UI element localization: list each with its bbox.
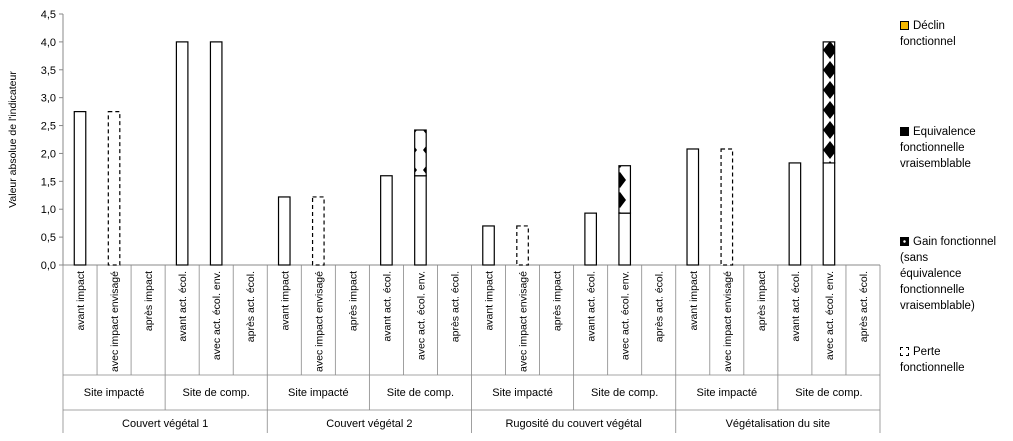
y-tick-label: 2,0 [41, 148, 56, 160]
bar [720, 148, 734, 266]
x-tick-label: après impact [552, 271, 564, 331]
legend-key-icon [900, 237, 909, 246]
legend-item: Déclin fonctionnel [900, 18, 956, 50]
site-label: Site impacté [697, 387, 758, 399]
x-tick-label: après impact [143, 271, 155, 331]
bar [822, 162, 836, 266]
bar [414, 175, 427, 266]
legend-item: Gain fonctionnel (sans équivalence fonct… [900, 234, 996, 314]
x-tick-label: après impact [347, 271, 359, 331]
legend-item: Perte fonctionnelle [900, 344, 965, 376]
legend-label: Equivalence fonctionnelle vraisemblable [900, 126, 976, 170]
bar [311, 196, 325, 266]
site-label: Site de comp. [591, 387, 658, 399]
x-tick-label: avant impact [484, 271, 496, 331]
y-tick-label: 1,5 [41, 176, 56, 188]
legend-item: Equivalence fonctionnelle vraisemblable [900, 124, 976, 172]
bar [209, 41, 223, 266]
x-tick-label: après impact [756, 271, 768, 331]
x-tick-label: avec impact envisagé [313, 271, 325, 372]
site-label: Site de comp. [183, 387, 250, 399]
group-label: Couvert végétal 2 [326, 418, 412, 430]
legend-key-icon [900, 347, 909, 356]
x-tick-label: avant impact [75, 271, 87, 331]
bar-gain-segment [414, 129, 427, 177]
legend-label: Gain fonctionnel (sans équivalence fonct… [900, 236, 997, 312]
x-tick-label: avec impact envisagé [518, 271, 530, 372]
y-tick-label: 1,0 [41, 204, 56, 216]
bar [175, 41, 189, 266]
legend-label: Déclin fonctionnel [900, 20, 956, 48]
x-tick-label: avant impact [688, 271, 700, 331]
bar [686, 148, 700, 266]
bar [618, 212, 632, 266]
site-label: Site impacté [288, 387, 349, 399]
site-label: Site de comp. [387, 387, 454, 399]
x-tick-label: avant act. écol. [381, 271, 393, 342]
legend-label: Perte fonctionnelle [900, 346, 965, 374]
legend-key-icon [900, 127, 909, 136]
x-tick-label: après act. écol. [654, 271, 666, 342]
y-tick-label: 3,0 [41, 93, 56, 105]
bar [516, 225, 529, 266]
bar [380, 175, 393, 266]
bar [277, 196, 291, 266]
site-label: Site de comp. [795, 387, 862, 399]
group-label: Rugosité du couvert végétal [505, 418, 641, 430]
y-axis-title: Valeur absolue de l'indicateur [7, 71, 19, 208]
y-tick-label: 4,0 [41, 37, 56, 49]
y-tick-label: 2,5 [41, 121, 56, 133]
bar [107, 111, 121, 266]
x-tick-label: avant act. écol. [790, 271, 802, 342]
x-tick-label: après act. écol. [858, 271, 870, 342]
y-tick-label: 0,5 [41, 232, 56, 244]
site-label: Site impacté [492, 387, 553, 399]
bar [482, 225, 495, 266]
x-tick-label: avec act. écol. env. [620, 271, 632, 360]
bar-gain-segment [822, 41, 836, 164]
x-tick-label: avec act. écol. env. [415, 271, 427, 360]
bar [788, 162, 802, 266]
legend-key-icon [900, 21, 909, 30]
x-tick-label: avec act. écol. env. [211, 271, 223, 360]
x-tick-label: avec act. écol. env. [824, 271, 836, 360]
y-tick-label: 3,5 [41, 65, 56, 77]
x-tick-label: avant act. écol. [177, 271, 189, 342]
bar [584, 212, 597, 266]
bar [73, 111, 87, 266]
bar-gain-segment [618, 165, 632, 214]
x-tick-label: après act. écol. [449, 271, 461, 342]
y-tick-label: 4,5 [41, 9, 56, 21]
group-label: Couvert végétal 1 [122, 418, 208, 430]
x-tick-label: avec impact envisagé [109, 271, 121, 372]
y-tick-label: 0,0 [41, 260, 56, 272]
x-tick-label: avant act. écol. [586, 271, 598, 342]
x-tick-label: avec impact envisagé [722, 271, 734, 372]
x-tick-label: après act. écol. [245, 271, 257, 342]
x-tick-label: avant impact [279, 271, 291, 331]
site-label: Site impacté [84, 387, 145, 399]
group-label: Végétalisation du site [726, 418, 831, 430]
